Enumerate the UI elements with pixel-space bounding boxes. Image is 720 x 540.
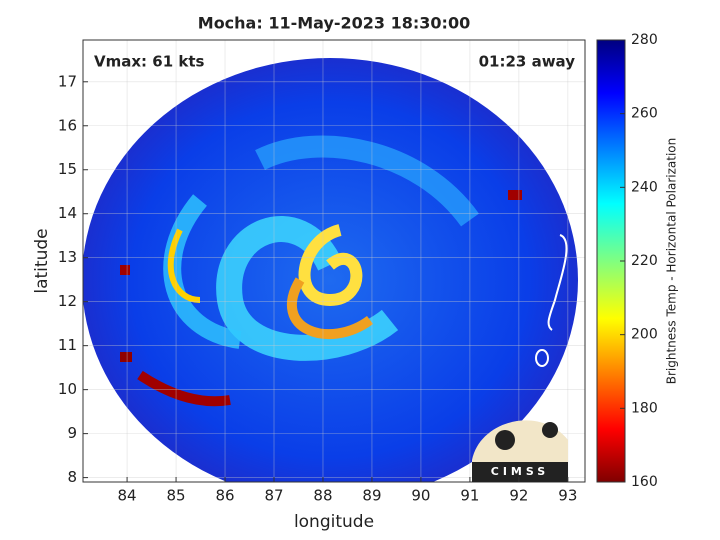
plot-frame bbox=[82, 39, 586, 483]
y-tick-label: 11 bbox=[58, 336, 77, 354]
y-tick-label: 14 bbox=[58, 204, 77, 222]
x-tick-label: 88 bbox=[313, 487, 332, 505]
x-tick-label: 90 bbox=[411, 487, 430, 505]
colorbar-tick-label: 240 bbox=[631, 179, 658, 195]
title: Mocha: 11-May-2023 18:30:00 bbox=[198, 14, 470, 33]
colorbar-label: Brightness Temp - Horizontal Polarizatio… bbox=[665, 138, 679, 385]
y-tick-label: 8 bbox=[67, 468, 77, 486]
x-tick-label: 91 bbox=[460, 487, 479, 505]
y-tick-label: 12 bbox=[58, 292, 77, 310]
x-tick-label: 92 bbox=[509, 487, 528, 505]
y-tick-label: 16 bbox=[58, 116, 77, 134]
y-tick-label: 9 bbox=[67, 424, 77, 442]
time-away-label: 01:23 away bbox=[479, 53, 576, 71]
x-axis-label: longitude bbox=[294, 512, 374, 532]
colorbar-tick-label: 180 bbox=[631, 400, 658, 416]
colorbar-tick-label: 280 bbox=[631, 32, 658, 48]
x-tick-label: 85 bbox=[167, 487, 186, 505]
x-tick-label: 84 bbox=[118, 487, 137, 505]
vmax-label: Vmax: 61 kts bbox=[94, 53, 204, 71]
colorbar-tick-label: 220 bbox=[631, 253, 658, 269]
colorbar-tick-label: 160 bbox=[631, 474, 658, 490]
y-axis-label: latitude bbox=[32, 228, 52, 293]
y-tick-label: 17 bbox=[58, 72, 77, 90]
y-tick-label: 15 bbox=[58, 160, 77, 178]
y-tick-label: 13 bbox=[58, 248, 77, 266]
y-tick-label: 10 bbox=[58, 380, 77, 398]
colorbar-tick-label: 200 bbox=[631, 327, 658, 343]
colorbar-tick-label: 260 bbox=[631, 106, 658, 122]
x-tick-label: 87 bbox=[264, 487, 283, 505]
logo-text: CIMSS bbox=[491, 465, 549, 478]
x-tick-label: 93 bbox=[558, 487, 577, 505]
logo: CIMSS bbox=[472, 420, 568, 482]
x-tick-label: 89 bbox=[362, 487, 381, 505]
x-tick-label: 86 bbox=[215, 487, 234, 505]
